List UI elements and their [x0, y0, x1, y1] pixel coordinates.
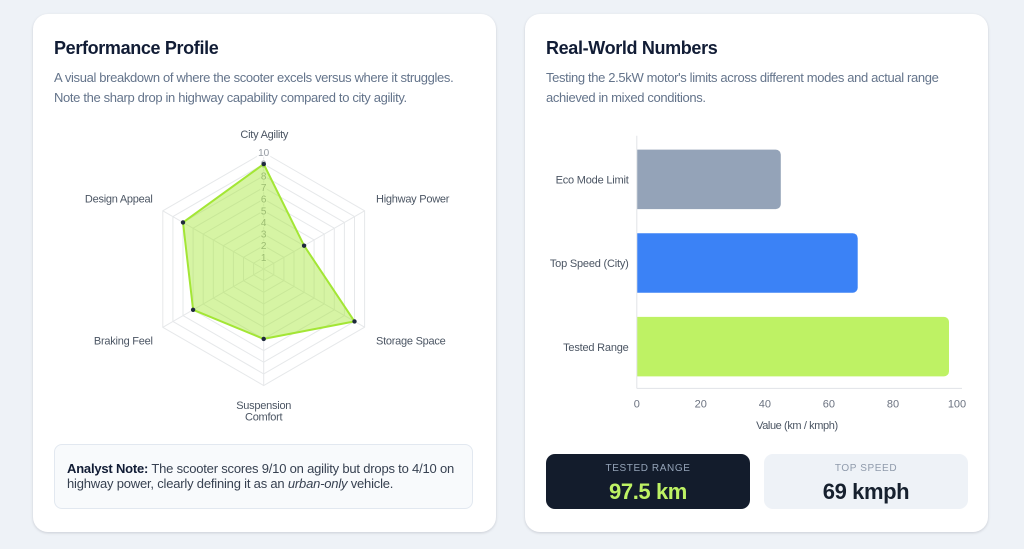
svg-text:1: 1 [261, 253, 267, 264]
svg-text:60: 60 [823, 399, 835, 411]
svg-text:8: 8 [261, 171, 267, 182]
svg-text:Top Speed (City): Top Speed (City) [550, 258, 629, 270]
svg-text:Design Appeal: Design Appeal [85, 193, 153, 205]
svg-text:40: 40 [759, 399, 771, 411]
svg-text:Eco Mode Limit: Eco Mode Limit [556, 175, 629, 187]
svg-text:Tested Range: Tested Range [563, 342, 629, 354]
svg-text:80: 80 [887, 399, 899, 411]
svg-text:2: 2 [261, 241, 267, 252]
svg-text:10: 10 [258, 148, 270, 159]
svg-text:7: 7 [261, 183, 267, 194]
svg-text:City Agility: City Agility [240, 129, 288, 141]
svg-text:20: 20 [695, 399, 707, 411]
svg-text:4: 4 [261, 218, 267, 229]
svg-text:Suspension: Suspension [236, 400, 291, 412]
svg-text:Braking Feel: Braking Feel [94, 336, 153, 348]
svg-text:Highway Power: Highway Power [376, 193, 450, 205]
svg-text:Storage Space: Storage Space [376, 336, 446, 348]
svg-text:3: 3 [261, 230, 267, 241]
svg-text:0: 0 [634, 399, 640, 411]
svg-text:Comfort: Comfort [245, 412, 283, 424]
svg-text:100: 100 [948, 399, 966, 411]
svg-text:6: 6 [261, 195, 267, 206]
svg-text:Value (km / kmph): Value (km / kmph) [756, 420, 838, 432]
svg-text:5: 5 [261, 206, 267, 217]
